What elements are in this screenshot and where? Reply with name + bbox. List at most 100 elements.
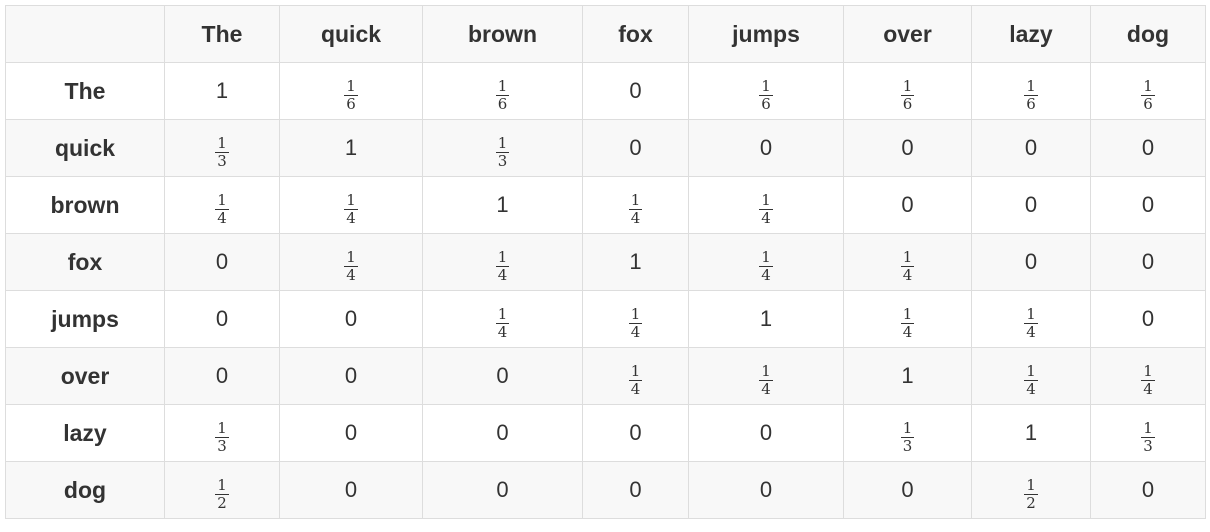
- table-cell: 0: [279, 347, 423, 405]
- fraction-bar: [1024, 94, 1038, 96]
- integer-value: 0: [1141, 135, 1155, 160]
- fraction-numerator: 1: [630, 361, 641, 380]
- fraction-numerator: 1: [630, 304, 641, 323]
- fraction-numerator: 1: [217, 418, 227, 437]
- table-cell: 0: [422, 404, 583, 462]
- fraction-denominator: 3: [217, 151, 227, 170]
- fraction-numerator: 1: [902, 76, 913, 95]
- fraction-bar: [628, 379, 643, 381]
- integer-value: 0: [496, 420, 509, 445]
- table-cell: 0: [422, 347, 583, 405]
- fraction-numerator: 1: [761, 76, 771, 95]
- table-cell: 0: [1090, 233, 1206, 291]
- fraction-denominator: 4: [761, 208, 771, 227]
- fraction-numerator: 1: [902, 418, 913, 437]
- table-cell: 0: [279, 461, 423, 519]
- table-row: The 1 1 6 1 6 0 1 6 1 6 1 6 1 6: [5, 62, 1206, 120]
- fraction-numerator: 1: [1143, 361, 1153, 380]
- fraction-numerator: 1: [497, 247, 508, 266]
- fraction-bar: [1024, 322, 1038, 324]
- integer-value: 1: [629, 249, 642, 274]
- row-header: fox: [5, 233, 165, 291]
- fraction-denominator: 4: [902, 265, 913, 284]
- table-row: quick 1 3 1 1 3 0 0 0 0 0: [5, 119, 1206, 177]
- integer-value: 0: [1141, 477, 1155, 502]
- integer-value: 0: [759, 477, 773, 502]
- column-header-7: lazy: [971, 5, 1091, 63]
- fraction-numerator: 1: [497, 76, 508, 95]
- fraction-denominator: 4: [630, 208, 641, 227]
- fraction-denominator: 3: [1143, 436, 1153, 455]
- column-header-8: dog: [1090, 5, 1206, 63]
- fraction-numerator: 1: [346, 76, 356, 95]
- fraction-denominator: 6: [497, 94, 508, 113]
- integer-value: 0: [1141, 306, 1155, 331]
- table-body: The 1 1 6 1 6 0 1 6 1 6 1 6 1 6 quick 1 3 1 1 3 0 0 0 0 0 brown 1 4 1…: [5, 62, 1206, 519]
- fraction-bar: [900, 322, 915, 324]
- table-header: The quick brown fox jumps over lazy dog: [5, 5, 1206, 63]
- fraction-bar: [759, 94, 773, 96]
- fraction-denominator: 4: [630, 322, 641, 341]
- fraction-bar: [1024, 493, 1038, 495]
- integer-value: 0: [344, 363, 358, 388]
- integer-value: 0: [629, 420, 642, 445]
- integer-value: 0: [215, 363, 229, 388]
- fraction-bar: [900, 94, 915, 96]
- fraction-numerator: 1: [1143, 76, 1153, 95]
- table-row: dog 1 2 0 0 0 0 0 1 2 0: [5, 461, 1206, 519]
- fraction-bar: [344, 94, 358, 96]
- table-cell: 0: [971, 119, 1091, 177]
- fraction-denominator: 4: [497, 265, 508, 284]
- fraction-numerator: 1: [1026, 361, 1036, 380]
- integer-value: 0: [215, 249, 229, 274]
- table-cell: 0: [1090, 119, 1206, 177]
- table-cell: 0: [279, 290, 423, 348]
- row-header: jumps: [5, 290, 165, 348]
- fraction-bar: [344, 265, 358, 267]
- row-header: lazy: [5, 404, 165, 462]
- fraction-denominator: 6: [1143, 94, 1153, 113]
- fraction-denominator: 6: [761, 94, 771, 113]
- fraction-bar: [628, 322, 643, 324]
- fraction-bar: [759, 379, 773, 381]
- row-header: The: [5, 62, 165, 120]
- fraction-denominator: 4: [497, 322, 508, 341]
- fraction-denominator: 6: [902, 94, 913, 113]
- fraction-bar: [215, 493, 229, 495]
- table-cell: 0: [422, 461, 583, 519]
- fraction-bar: [1141, 436, 1155, 438]
- integer-value: 0: [1141, 192, 1155, 217]
- table-cell: 0: [843, 119, 972, 177]
- corner-header-cell: [5, 5, 165, 63]
- fraction-denominator: 3: [902, 436, 913, 455]
- integer-value: 0: [496, 477, 509, 502]
- fraction-denominator: 3: [217, 436, 227, 455]
- integer-value: 0: [1024, 192, 1038, 217]
- table-cell: 1: [843, 347, 972, 405]
- fraction-denominator: 4: [761, 265, 771, 284]
- fraction-denominator: 3: [497, 151, 508, 170]
- table-cell: 0: [1090, 290, 1206, 348]
- integer-value: 0: [629, 78, 642, 103]
- integer-value: 0: [629, 477, 642, 502]
